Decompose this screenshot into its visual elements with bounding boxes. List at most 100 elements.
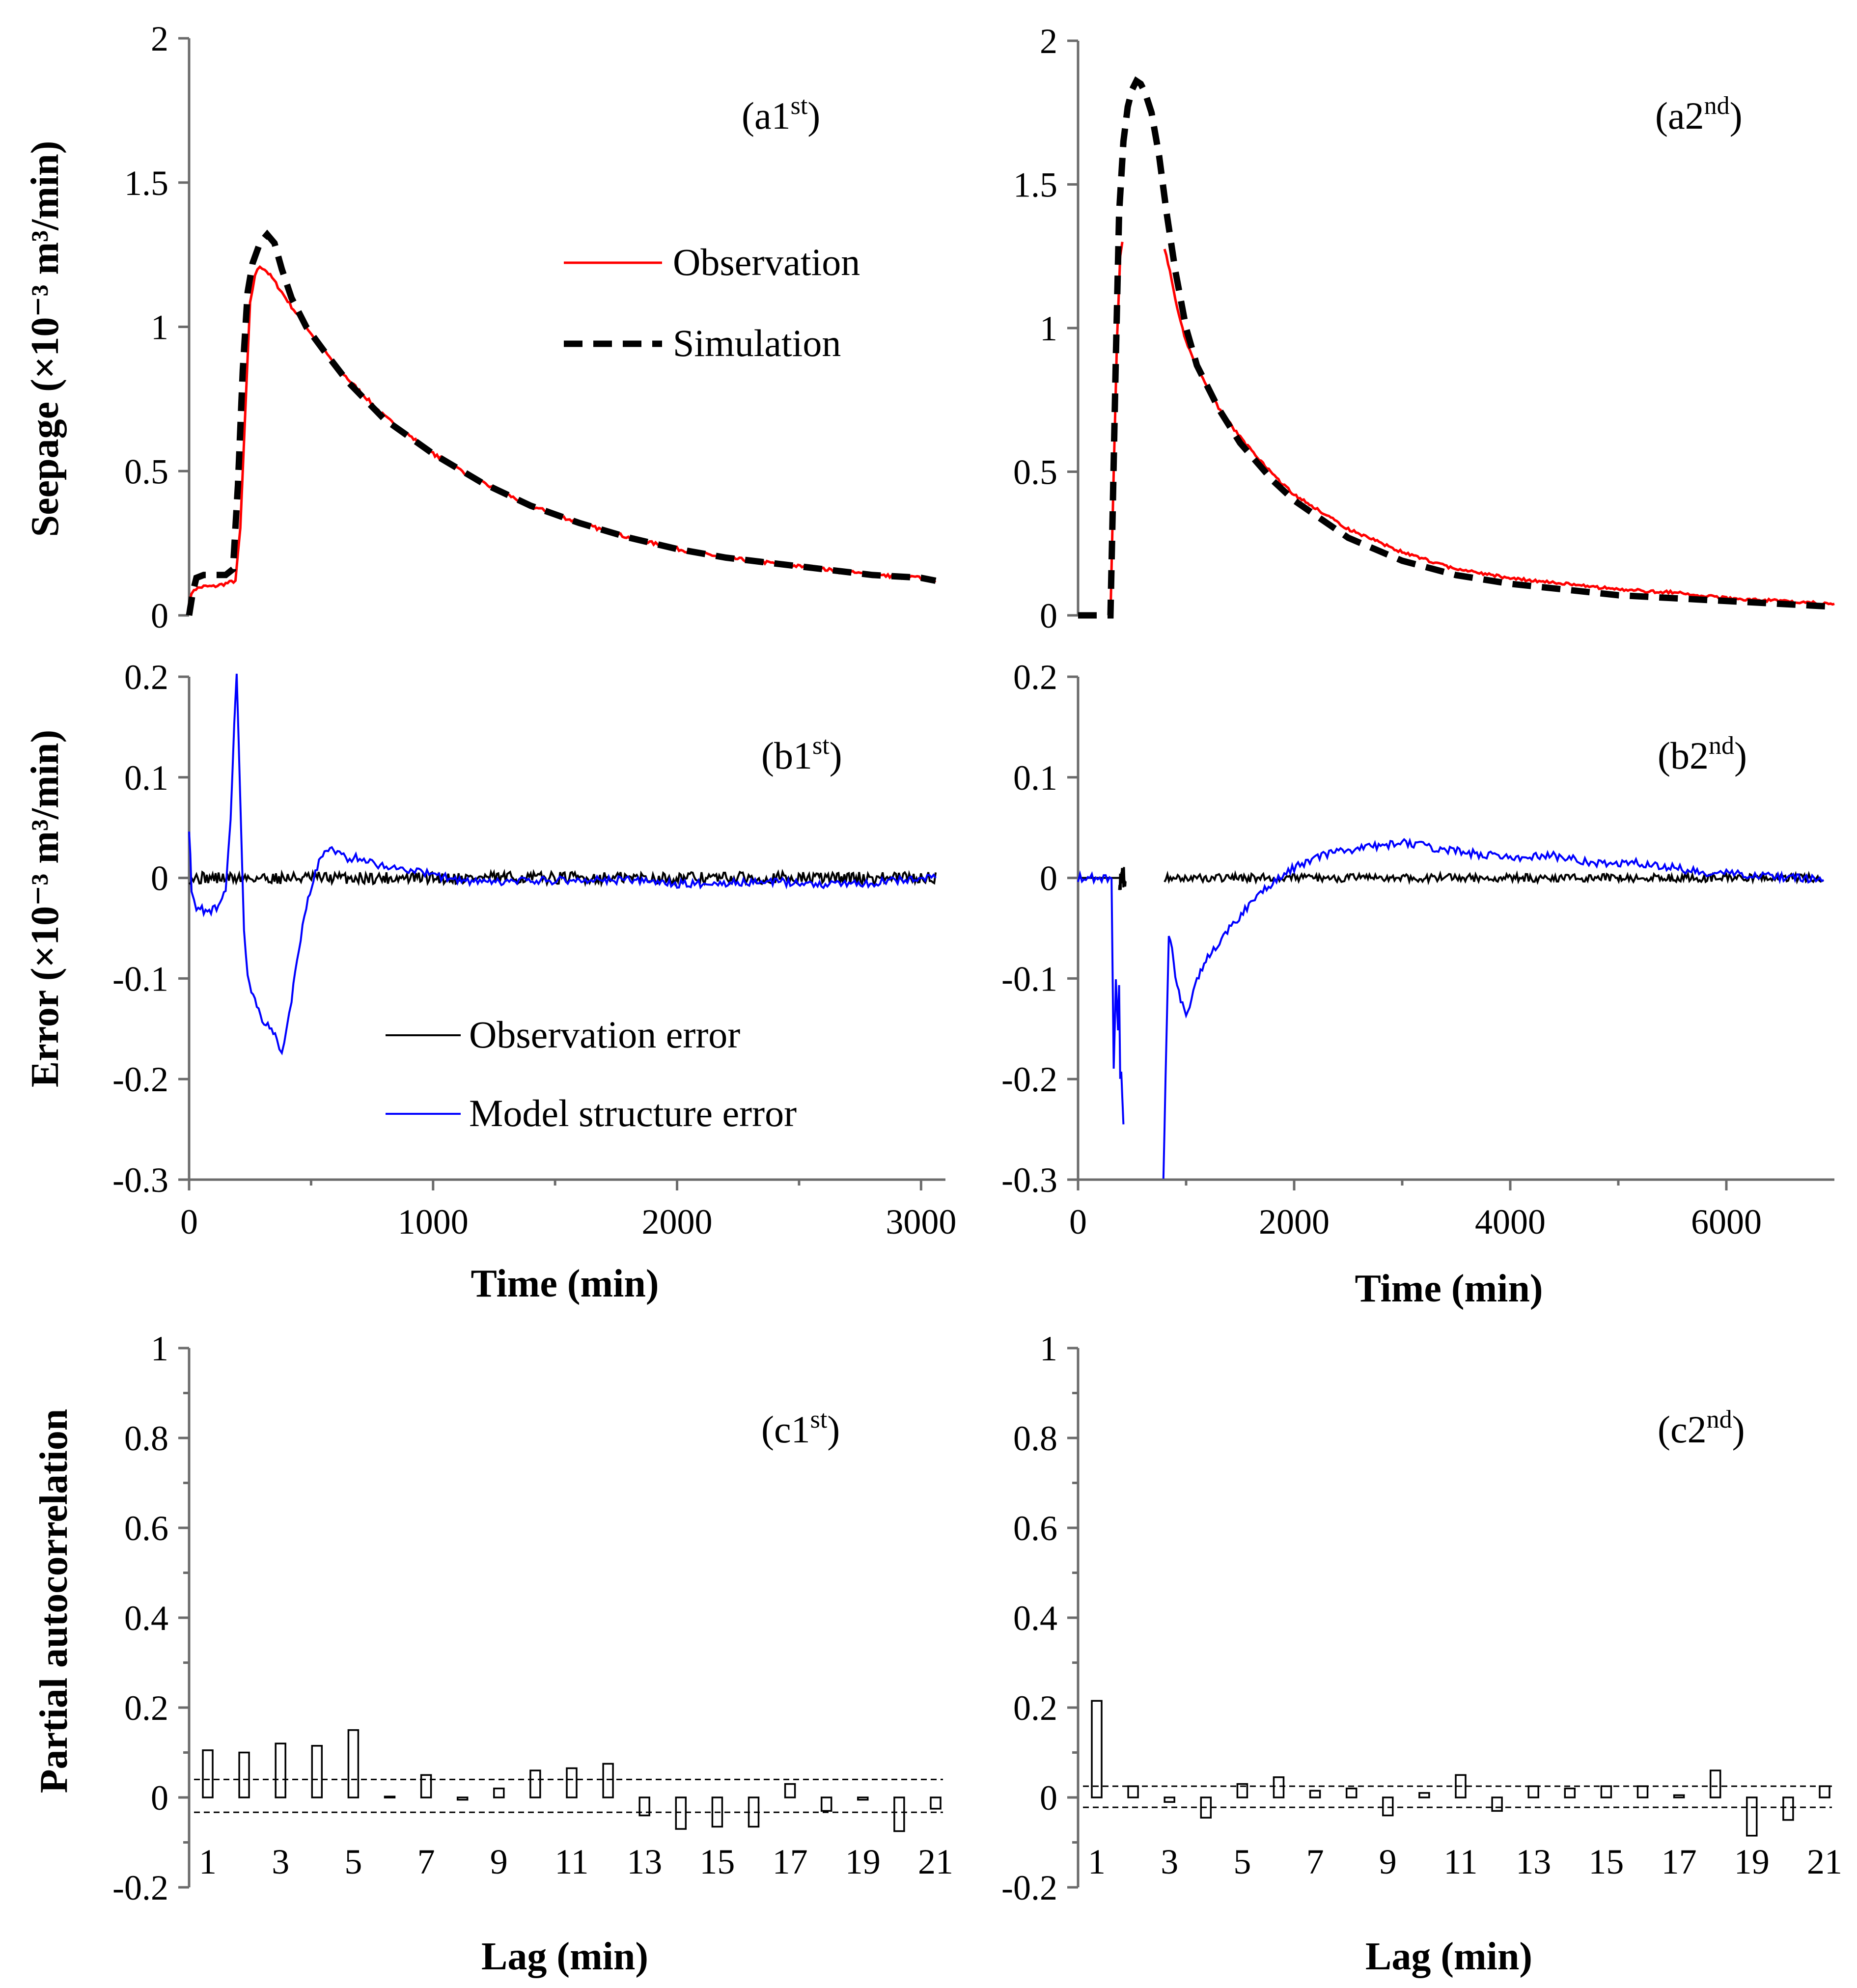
c1st-ytick-label: -0.2 (112, 1868, 168, 1907)
c1st-xtick-label: 15 (699, 1842, 735, 1881)
c1st-ytick-label: 0.2 (124, 1688, 168, 1728)
c1st-ytick-label: 0.8 (124, 1419, 168, 1458)
lag-axis-label-first: Lag (min) (481, 1935, 648, 1978)
b2nd-ytick-label: 0 (1040, 859, 1057, 898)
c1st-xtick-label: 1 (199, 1842, 217, 1881)
b1st-ytick-label: 0 (151, 859, 168, 898)
c2nd-bar (1782, 1796, 1794, 1821)
b2nd-xtick-label: 2000 (1259, 1202, 1330, 1242)
c1st-ytick-label: 1 (151, 1329, 168, 1368)
c2nd-xtick-label: 15 (1588, 1842, 1624, 1881)
c1st-xtick-label: 3 (272, 1842, 289, 1881)
pacf-axis-label: Partial autocorrelation (32, 1409, 76, 1794)
c1st-bar (893, 1796, 905, 1832)
b2nd-ytick-label: -0.3 (1001, 1160, 1057, 1200)
c1st-ytick-label: 0.6 (124, 1509, 168, 1548)
c1st-bar (493, 1787, 505, 1798)
panel-tag-c1st: (c1st) (761, 1406, 840, 1451)
c2nd-xtick-label: 9 (1379, 1842, 1397, 1881)
c2nd-bar (1491, 1796, 1503, 1812)
c1st-bar (638, 1796, 650, 1817)
c1st-bar (820, 1796, 832, 1812)
panel-c2nd: -0.200.20.40.60.811 3 5 7 9 11 13 15 17 19 21 (1001, 1329, 1842, 1907)
c2nd-bar (1418, 1792, 1430, 1798)
b1st-xtick-label: 2000 (642, 1202, 713, 1242)
a2nd-ytick-label: 1.5 (1013, 166, 1057, 205)
c2nd-xtick-label: 17 (1662, 1842, 1697, 1881)
c2nd-ytick-label: 0 (1040, 1778, 1057, 1818)
panel-tag-a1st: (a1st) (742, 92, 820, 137)
c2nd-ytick-label: 1 (1040, 1329, 1057, 1368)
c2nd-xtick-label: 3 (1161, 1842, 1178, 1881)
c1st-bar (930, 1796, 942, 1810)
c2nd-bar (1819, 1785, 1830, 1798)
c1st-xtick-label: 5 (344, 1842, 362, 1881)
c2nd-bar (1636, 1785, 1649, 1798)
c1st-bar (347, 1729, 360, 1798)
c2nd-bar (1273, 1776, 1285, 1798)
panel-tag-c2nd: (c2nd) (1658, 1406, 1745, 1451)
c1st-bar (602, 1763, 614, 1798)
a2nd-ytick-label: 0 (1040, 596, 1057, 635)
c2nd-xtick-label: 21 (1807, 1842, 1842, 1881)
c2nd-bar (1564, 1787, 1576, 1798)
panel-tag-b1st: (b1st) (761, 732, 842, 777)
a1st-ytick-label: 1.5 (124, 164, 168, 203)
error-axis-label: Error (×10⁻³ m³/min) (24, 730, 67, 1087)
c1st-xtick-label: 17 (773, 1842, 808, 1881)
c1st-xtick-label: 13 (627, 1842, 662, 1881)
panel-tag-b2nd: (b2nd) (1658, 732, 1747, 777)
c2nd-xtick-label: 1 (1088, 1842, 1106, 1881)
c1st-bar (311, 1745, 323, 1798)
a1st-simulation-line (186, 229, 937, 616)
c2nd-bar (1382, 1796, 1394, 1817)
c2nd-bar (1309, 1790, 1321, 1798)
c1st-ytick-label: 0 (151, 1778, 168, 1818)
b2nd-xtick-label: 0 (1069, 1202, 1087, 1242)
b2nd-model-error-line (1162, 837, 1825, 1179)
c2nd-bar (1345, 1787, 1358, 1798)
legend-observation-label: Observation (673, 241, 860, 283)
c2nd-bar (1127, 1785, 1139, 1798)
a2nd-ytick-label: 0.5 (1013, 453, 1057, 492)
panel-a2nd: 0 0.5 1 1.5 2 (1013, 22, 1835, 635)
b2nd-xtick-label: 6000 (1691, 1202, 1762, 1242)
seepage-axis-label: Seepage (×10⁻³ m³/min) (24, 141, 67, 537)
a1st-ytick-label: 2 (151, 19, 168, 58)
c2nd-ytick-label: 0.6 (1013, 1509, 1057, 1548)
c2nd-ytick-label: 0.8 (1013, 1419, 1057, 1458)
c1st-bar (456, 1796, 469, 1801)
c2nd-bar (1164, 1796, 1175, 1803)
c1st-bar (202, 1749, 214, 1798)
c2nd-xtick-label: 13 (1516, 1842, 1551, 1881)
c2nd-bar (1236, 1783, 1248, 1798)
lag-axis-label-second: Lag (min) (1365, 1935, 1532, 1978)
c2nd-bar (1673, 1794, 1685, 1798)
a1st-ytick-label: 1 (151, 308, 168, 347)
a2nd-ytick-label: 1 (1040, 309, 1057, 348)
c2nd-bar (1527, 1785, 1539, 1798)
b1st-ytick-label: 0.2 (124, 658, 168, 697)
c1st-bar (384, 1795, 396, 1798)
c1st-bar (529, 1769, 541, 1798)
b2nd-ytick-label: 0.1 (1013, 758, 1057, 798)
c2nd-bar (1709, 1769, 1721, 1798)
c2nd-xtick-label: 11 (1443, 1842, 1477, 1881)
a2nd-simulation-line (1078, 76, 1835, 619)
c1st-xtick-label: 19 (845, 1842, 881, 1881)
c1st-bar (566, 1767, 578, 1798)
a2nd-ytick-label: 2 (1040, 22, 1057, 61)
panel-tag-a2nd: (a2nd) (1655, 92, 1743, 137)
b1st-ytick-label: -0.3 (112, 1160, 168, 1200)
c2nd-xtick-label: 5 (1233, 1842, 1251, 1881)
b1st-xtick-label: 1000 (398, 1202, 469, 1242)
b2nd-ytick-label: 0.2 (1013, 658, 1057, 697)
b2nd-xtick-label: 4000 (1475, 1202, 1546, 1242)
c2nd-ytick-label: 0.4 (1013, 1599, 1057, 1638)
c1st-bar (675, 1796, 687, 1830)
b2nd-model-error-line (1077, 870, 1125, 1125)
a1st-ytick-label: 0 (151, 596, 168, 635)
c1st-bar (857, 1796, 869, 1801)
b1st-xtick-label: 0 (180, 1202, 198, 1242)
c1st-xtick-label: 21 (918, 1842, 953, 1881)
